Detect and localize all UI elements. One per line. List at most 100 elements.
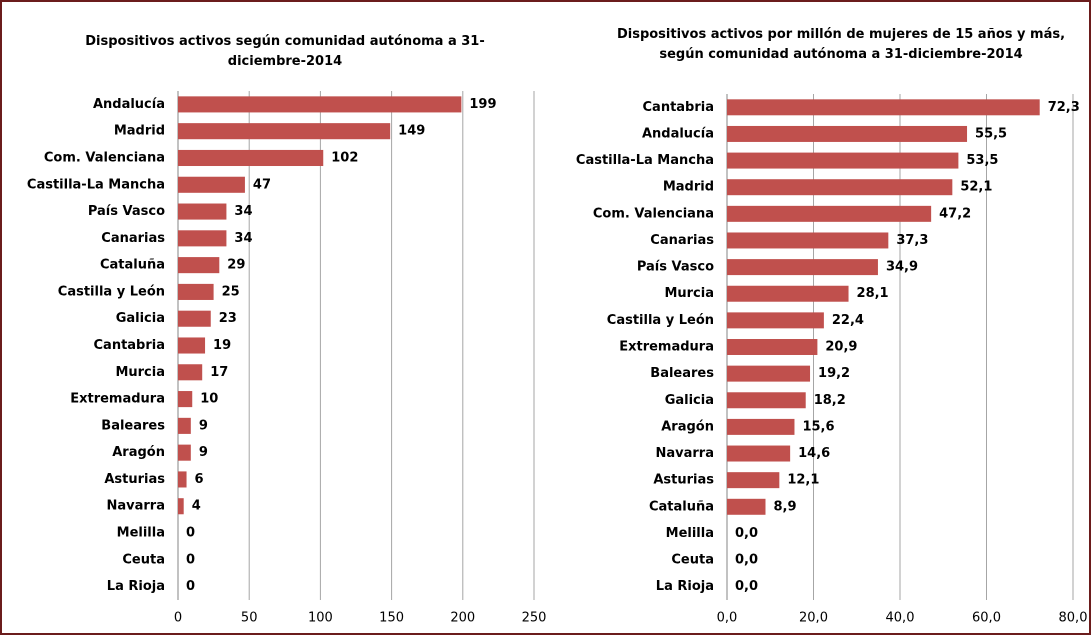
- chart-title: Dispositivos activos por millón de mujer…: [616, 27, 1066, 62]
- data-label: 47: [253, 177, 271, 192]
- y-tick-label: Ceuta: [122, 552, 165, 567]
- bar: [178, 123, 391, 140]
- x-tick-label: 80,0: [1059, 611, 1088, 626]
- bar: [727, 392, 806, 409]
- bar: [178, 417, 191, 434]
- y-tick-label: La Rioja: [656, 579, 714, 594]
- y-tick-label: Galicia: [116, 311, 165, 326]
- data-label: 0: [186, 579, 195, 594]
- y-tick-label: Canarias: [101, 231, 165, 246]
- bar: [178, 176, 245, 193]
- data-label: 14,6: [798, 446, 830, 461]
- data-label: 19: [213, 338, 231, 353]
- bar: [178, 149, 324, 167]
- y-tick-label: Baleares: [101, 418, 165, 433]
- data-label: 34: [234, 204, 252, 219]
- x-tick-label: 200: [450, 611, 475, 626]
- bar: [178, 257, 220, 274]
- bar: [178, 203, 227, 220]
- bar: [727, 125, 968, 142]
- data-label: 9: [199, 445, 208, 460]
- y-tick-label: Asturias: [104, 472, 165, 487]
- bar: [727, 179, 953, 196]
- bar: [727, 312, 824, 329]
- y-tick-label: Extremadura: [619, 340, 714, 355]
- data-label: 23: [219, 311, 237, 326]
- bar: [727, 285, 849, 302]
- bar: [727, 445, 791, 462]
- y-tick-label: Castilla y León: [58, 284, 165, 299]
- x-tick-label: 150: [379, 611, 404, 626]
- data-label: 0,0: [735, 553, 758, 568]
- bar: [178, 96, 462, 113]
- data-label: 6: [195, 472, 204, 487]
- bar: [727, 339, 818, 355]
- data-label: 0: [186, 526, 195, 541]
- bar: [178, 498, 184, 515]
- data-label: 53,5: [966, 153, 998, 168]
- y-tick-label: Cantabria: [643, 100, 715, 115]
- y-tick-label: Castilla-La Mancha: [576, 153, 714, 168]
- bar: [178, 310, 211, 327]
- data-label: 17: [210, 365, 228, 380]
- bar: [727, 418, 795, 435]
- data-label: 29: [227, 258, 245, 273]
- y-tick-label: Melilla: [666, 526, 714, 541]
- x-tick-label: 40,0: [886, 611, 915, 626]
- y-tick-label: Navarra: [107, 499, 166, 514]
- bar: [727, 498, 766, 515]
- data-label: 149: [398, 124, 425, 139]
- data-label: 0,0: [735, 579, 758, 594]
- y-tick-label: Asturias: [653, 473, 714, 488]
- y-tick-label: Madrid: [114, 124, 165, 139]
- y-tick-label: Cantabria: [94, 338, 166, 353]
- y-tick-label: Andalucía: [93, 97, 165, 112]
- y-tick-label: La Rioja: [107, 579, 165, 594]
- data-label: 9: [199, 418, 208, 433]
- data-label: 0: [186, 552, 195, 567]
- y-tick-label: Navarra: [656, 446, 715, 461]
- x-tick-label: 0: [174, 611, 182, 626]
- data-label: 28,1: [857, 286, 889, 301]
- data-label: 47,2: [939, 206, 971, 221]
- data-label: 102: [331, 150, 358, 165]
- x-tick-label: 0,0: [717, 611, 738, 626]
- bar: [178, 364, 203, 381]
- bar: [727, 259, 878, 276]
- y-tick-label: Cataluña: [100, 258, 165, 273]
- bar: [727, 152, 959, 169]
- bar: [178, 337, 206, 354]
- x-tick-label: 60,0: [972, 611, 1001, 626]
- x-tick-label: 100: [308, 611, 333, 626]
- data-label: 8,9: [773, 499, 796, 514]
- y-tick-label: Melilla: [117, 526, 165, 541]
- y-tick-label: Madrid: [663, 180, 714, 195]
- data-label: 20,9: [825, 340, 857, 355]
- data-label: 12,1: [787, 473, 819, 488]
- x-tick-label: 250: [522, 611, 547, 626]
- data-label: 55,5: [975, 126, 1007, 141]
- y-tick-label: País Vasco: [88, 204, 165, 219]
- x-tick-label: 20,0: [799, 611, 828, 626]
- data-label: 19,2: [818, 366, 850, 381]
- y-tick-label: Cataluña: [649, 499, 714, 514]
- y-tick-label: Galicia: [665, 393, 714, 408]
- bar: [727, 472, 780, 489]
- bar: [178, 283, 214, 300]
- bar: [727, 205, 932, 222]
- data-label: 25: [222, 284, 240, 299]
- x-tick-label: 50: [241, 611, 258, 626]
- y-tick-label: Castilla y León: [607, 313, 714, 328]
- data-label: 15,6: [802, 419, 834, 434]
- data-label: 10: [200, 392, 218, 407]
- y-tick-label: País Vasco: [637, 260, 714, 275]
- bar: [178, 444, 191, 461]
- data-label: 34,9: [886, 260, 918, 275]
- y-tick-label: Baleares: [650, 366, 714, 381]
- y-tick-label: Aragón: [112, 445, 165, 460]
- y-tick-label: Murcia: [115, 365, 165, 380]
- bar: [178, 230, 227, 247]
- y-tick-label: Com. Valenciana: [593, 206, 714, 221]
- data-label: 199: [469, 97, 496, 112]
